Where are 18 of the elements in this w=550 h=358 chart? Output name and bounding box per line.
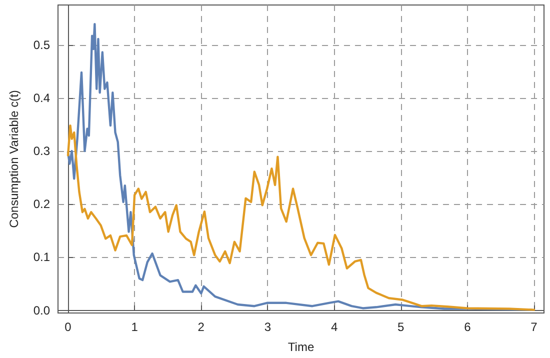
line-series <box>66 23 534 311</box>
y-axis-title: Consumption Variable c(t) <box>7 90 21 228</box>
x-tick-label: 3 <box>264 320 272 334</box>
y-tick-label: 0.2 <box>33 197 50 212</box>
y-tick-label: 0.4 <box>33 90 50 105</box>
x-tick-label: 5 <box>398 320 405 334</box>
y-tick-label: 0.5 <box>33 38 50 52</box>
x-tick-label: 2 <box>198 320 205 334</box>
x-tick-label: 4 <box>330 320 338 334</box>
y-tick-label: 0.1 <box>33 250 50 264</box>
line-series <box>66 124 536 311</box>
y-tick-label: 0.3 <box>33 144 50 158</box>
x-tick-label: 1 <box>131 320 138 334</box>
x-axis-title: Time <box>288 340 314 354</box>
y-tick-label: 0.0 <box>33 303 50 318</box>
x-tick-label: 7 <box>530 320 538 334</box>
x-tick-label: 6 <box>464 320 472 334</box>
x-tick-label: 0 <box>64 320 72 334</box>
